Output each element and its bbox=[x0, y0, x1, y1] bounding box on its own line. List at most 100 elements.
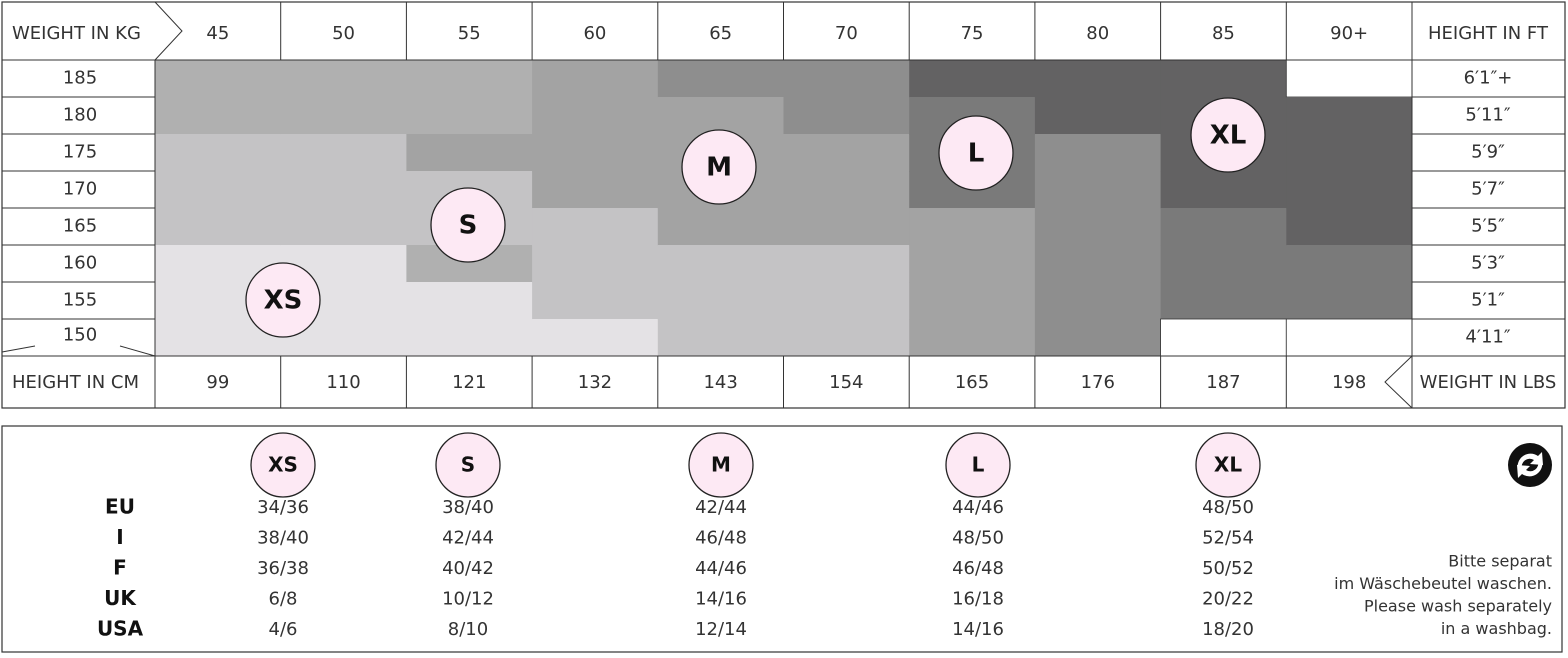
region: I bbox=[116, 525, 123, 549]
grid-cell bbox=[406, 282, 533, 320]
size-badge bbox=[1190, 97, 1266, 173]
height-cm: 180 bbox=[63, 105, 97, 126]
size-value: 8/10 bbox=[448, 619, 488, 640]
height-cm: 175 bbox=[63, 142, 97, 163]
care-note: in a washbag. bbox=[1441, 619, 1552, 638]
grid-cell bbox=[532, 97, 659, 135]
size-label: M bbox=[711, 453, 731, 477]
grid-cell bbox=[1160, 245, 1287, 283]
size-value: 38/40 bbox=[442, 497, 494, 518]
height-ft: 5′3″ bbox=[1471, 253, 1505, 274]
grid-cell bbox=[406, 319, 533, 357]
grid-cell bbox=[1286, 245, 1413, 283]
grid-cell bbox=[532, 282, 659, 320]
header-label: WEIGHT IN LBS bbox=[1420, 372, 1557, 393]
grid-cell bbox=[1034, 134, 1162, 172]
size-value: 6/8 bbox=[269, 589, 298, 610]
grid-cell bbox=[406, 60, 533, 98]
height-ft: 6′1″+ bbox=[1464, 68, 1513, 89]
size-badge bbox=[681, 129, 757, 205]
height-cm: 185 bbox=[63, 68, 97, 89]
size-badge bbox=[688, 432, 754, 498]
grid-cell bbox=[657, 97, 784, 135]
grid-cell bbox=[909, 245, 1036, 283]
grid-cell bbox=[1034, 208, 1162, 246]
weight-kg: 70 bbox=[835, 23, 858, 44]
region: EU bbox=[105, 495, 135, 519]
grid-cell bbox=[1286, 134, 1413, 172]
height-cm: 170 bbox=[63, 179, 97, 200]
size-value: 48/50 bbox=[1202, 497, 1254, 518]
height-ft: 5′11″ bbox=[1465, 105, 1510, 126]
grid-cell bbox=[1286, 171, 1413, 209]
grid-cell bbox=[280, 97, 407, 135]
grid-cell bbox=[783, 97, 910, 135]
size-value: 4/6 bbox=[269, 619, 298, 640]
weight-lbs: 187 bbox=[1206, 372, 1240, 393]
size-label: S bbox=[461, 453, 475, 477]
weight-lbs: 154 bbox=[829, 372, 863, 393]
grid-cell bbox=[1034, 60, 1162, 98]
weight-lbs: 176 bbox=[1081, 372, 1115, 393]
size-value: 46/48 bbox=[695, 528, 747, 549]
weight-kg: 80 bbox=[1086, 23, 1109, 44]
grid-cell bbox=[155, 134, 282, 172]
weight-lbs: 121 bbox=[452, 372, 486, 393]
weight-kg: 75 bbox=[961, 23, 984, 44]
grid-cell bbox=[532, 134, 659, 172]
grid-cell bbox=[909, 60, 1036, 98]
size-badge bbox=[945, 432, 1011, 498]
grid-cell bbox=[1286, 282, 1413, 320]
size-label: XS bbox=[264, 286, 303, 316]
size-label: XS bbox=[268, 453, 298, 477]
weight-kg: 55 bbox=[458, 23, 481, 44]
size-value: 38/40 bbox=[257, 528, 309, 549]
size-badge bbox=[250, 432, 316, 498]
size-value: 46/48 bbox=[952, 558, 1004, 579]
grid-cell bbox=[280, 208, 407, 246]
weight-kg: 85 bbox=[1212, 23, 1235, 44]
chevron bbox=[1384, 355, 1413, 409]
size-label: L bbox=[968, 139, 985, 169]
size-value: 44/46 bbox=[695, 558, 747, 579]
header-label: HEIGHT IN FT bbox=[1428, 23, 1549, 44]
size-badge bbox=[1195, 432, 1261, 498]
size-value: 42/44 bbox=[695, 497, 747, 518]
size-badge bbox=[245, 262, 321, 338]
grid-cell bbox=[783, 60, 910, 98]
grid-cell bbox=[1034, 319, 1162, 357]
size-value: 20/22 bbox=[1202, 589, 1254, 610]
grid-cell bbox=[909, 208, 1036, 246]
size-value: 12/14 bbox=[695, 619, 747, 640]
grid-cell bbox=[657, 60, 784, 98]
height-cm: 155 bbox=[63, 290, 97, 311]
grid-cell bbox=[909, 282, 1036, 320]
size-label: XL bbox=[1214, 453, 1242, 477]
header-label: HEIGHT IN CM bbox=[12, 372, 139, 393]
grid-cell bbox=[657, 245, 784, 283]
weight-kg: 60 bbox=[583, 23, 606, 44]
size-badge bbox=[430, 187, 506, 263]
grid-cell bbox=[155, 171, 282, 209]
weight-lbs: 110 bbox=[326, 372, 360, 393]
region: USA bbox=[97, 617, 144, 641]
grid-cell bbox=[1034, 282, 1162, 320]
height-cm: 160 bbox=[63, 253, 97, 274]
weight-lbs: 132 bbox=[578, 372, 612, 393]
grid-cell bbox=[532, 171, 659, 209]
size-value: 14/16 bbox=[952, 619, 1004, 640]
care-note: Please wash separately bbox=[1364, 597, 1552, 616]
weight-lbs: 143 bbox=[703, 372, 737, 393]
grid-cell bbox=[1160, 282, 1287, 320]
grid-cell bbox=[280, 134, 407, 172]
grid-cell bbox=[1160, 208, 1287, 246]
care-note: im Wäschebeutel waschen. bbox=[1334, 574, 1552, 593]
weight-lbs: 198 bbox=[1332, 372, 1366, 393]
size-value: 16/18 bbox=[952, 589, 1004, 610]
size-value: 52/54 bbox=[1202, 528, 1254, 549]
grid-cell bbox=[280, 60, 407, 98]
size-value: 48/50 bbox=[952, 528, 1004, 549]
weight-kg: 65 bbox=[709, 23, 732, 44]
grid-cell bbox=[1160, 171, 1287, 209]
